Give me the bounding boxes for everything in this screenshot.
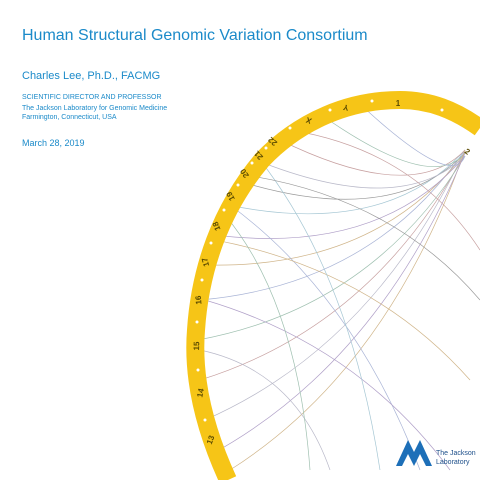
segment-gap [236,183,240,187]
affiliation: Farmington, Connecticut, USA [22,114,117,121]
chromosome-label: 18 [211,220,223,232]
link-arcs [197,103,480,471]
segment-gap [264,146,268,150]
segment-gap [200,278,204,282]
segment-gap [222,208,226,212]
date: March 28, 2019 [22,138,85,148]
segment-gap [328,108,332,112]
chromosome-label: 17 [200,256,211,267]
segment-gap [203,418,207,422]
logo-text: The Jackson [436,450,476,457]
link-arc [199,152,466,381]
segment-gap [195,320,199,324]
logo-text: Laboratory [436,459,470,466]
author: Charles Lee, Ph.D., FACMG [22,70,160,82]
chromosome-label: 1 [396,99,401,108]
link-arc [227,149,466,215]
link-arc [279,139,466,176]
link-arc [204,299,451,471]
link-arc [241,152,466,200]
link-arc [197,155,466,341]
chromosome-label: Y [342,102,349,112]
link-arc [244,174,480,301]
link-arc [224,214,311,471]
logo: The Jackson Laboratory [396,440,476,466]
link-arc [229,149,466,471]
title: Human Structural Genomic Variation Conso… [22,27,368,44]
chromosome-label: X [304,115,313,126]
segment-gap [196,368,200,372]
link-arc [199,149,466,301]
segment-gap [440,108,444,112]
segment-gap [288,126,292,130]
chromosome-label: 13 [205,434,217,446]
link-arc [214,155,466,239]
link-arc [209,152,466,456]
link-arc [199,349,331,471]
chromosome-label: 2 [463,147,472,157]
link-arc [204,149,466,421]
link-arc [289,129,480,251]
link-arc [214,239,471,381]
link-arc [255,155,466,189]
chromosome-label: 16 [194,295,204,305]
chromosome-ring [186,90,480,480]
segment-gap [209,241,213,245]
logo-mark [396,440,432,466]
link-arc [229,204,421,471]
affiliation: The Jackson Laboratory for Genomic Medic… [22,105,167,112]
link-arc [319,113,466,167]
chromosome-label: 15 [192,341,201,351]
link-arc [259,159,381,471]
segment-gap [370,99,374,103]
segment-gap [250,161,254,165]
chromosome-label: 14 [195,387,206,398]
role: SCIENTIFIC DIRECTOR AND PROFESSOR [22,94,162,101]
